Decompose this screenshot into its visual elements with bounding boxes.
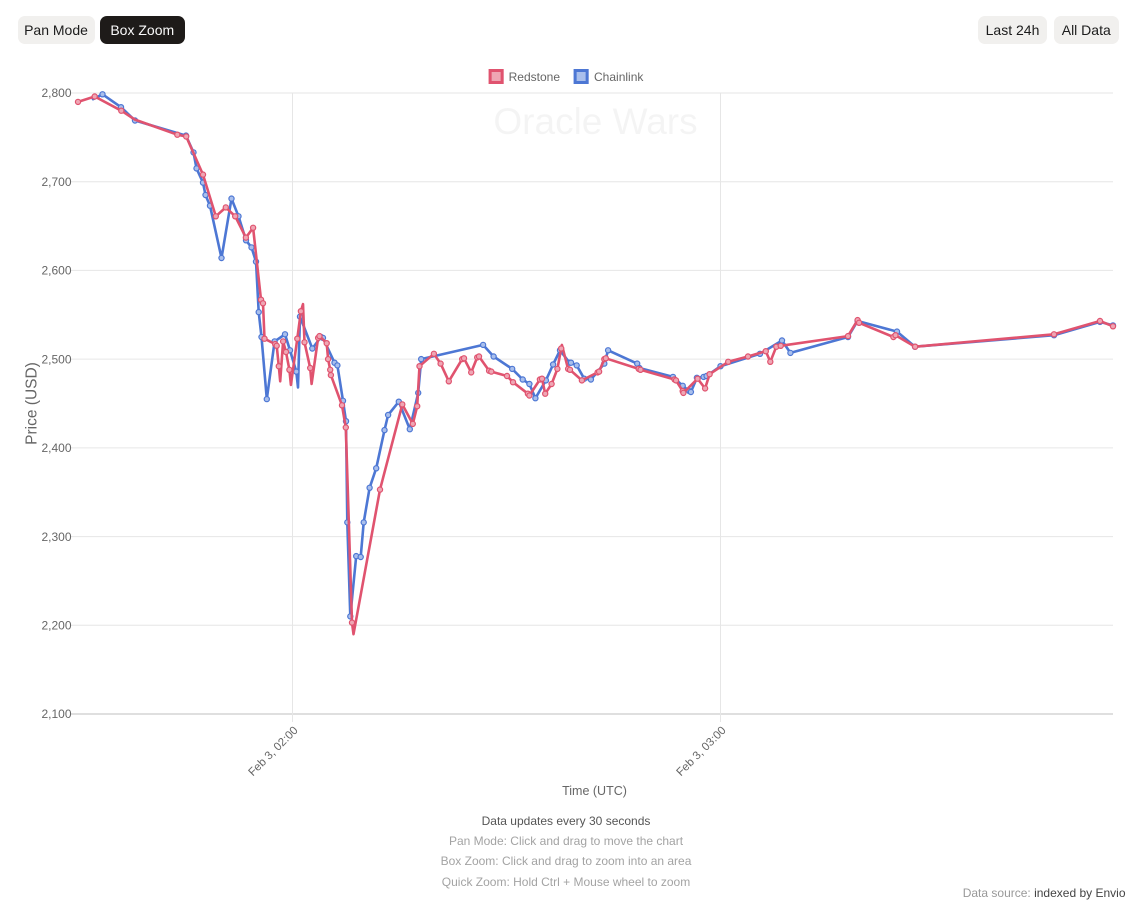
svg-text:2,600: 2,600 xyxy=(41,264,71,278)
svg-text:Price (USD): Price (USD) xyxy=(24,362,41,445)
svg-text:2,400: 2,400 xyxy=(41,441,71,455)
svg-text:2,300: 2,300 xyxy=(41,530,71,544)
svg-text:Oracle Wars: Oracle Wars xyxy=(493,101,697,142)
svg-text:Feb 3, 02:00: Feb 3, 02:00 xyxy=(246,725,300,779)
svg-text:2,700: 2,700 xyxy=(41,175,71,189)
svg-text:2,800: 2,800 xyxy=(41,86,71,100)
svg-text:Feb 3, 03:00: Feb 3, 03:00 xyxy=(674,725,728,779)
svg-text:2,200: 2,200 xyxy=(41,619,71,633)
svg-text:2,500: 2,500 xyxy=(41,352,71,366)
svg-text:2,100: 2,100 xyxy=(41,707,71,721)
